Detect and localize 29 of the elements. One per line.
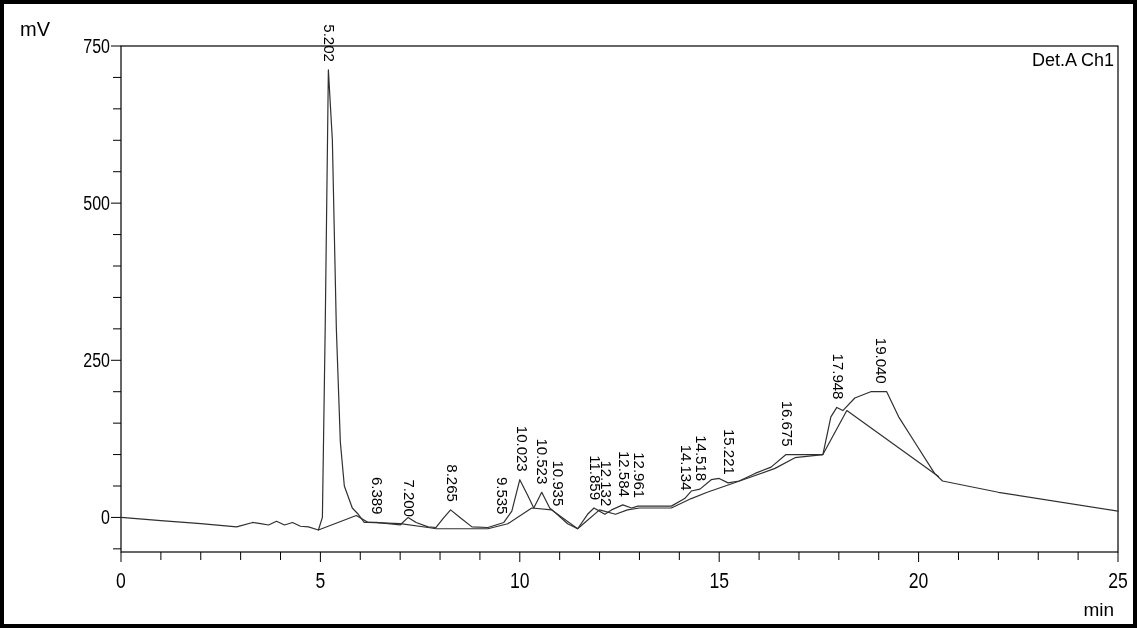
y-tick-label: 500 (83, 192, 110, 215)
x-tick-label: 20 (908, 568, 929, 593)
annotation: 14.518 (693, 435, 711, 482)
x-tick-label: 0 (116, 568, 126, 593)
annotation: 12.584 (615, 450, 633, 497)
annotation: 5.202 (321, 24, 339, 62)
annotation: 17.948 (829, 353, 847, 400)
x-axis-title: min (1083, 599, 1114, 620)
y-tick-label: 250 (83, 349, 110, 372)
annotation: 14.134 (677, 444, 695, 491)
x-tick-label: 25 (1108, 568, 1128, 593)
annotation: 8.265 (443, 464, 461, 502)
y-axis-title: mV (20, 18, 51, 40)
x-tick-label: 15 (709, 568, 729, 593)
annotation: 19.040 (873, 337, 891, 384)
y-tick-label: 0 (101, 506, 110, 529)
x-tick-label: 10 (510, 568, 530, 593)
x-tick-label: 5 (315, 568, 326, 593)
annotation: 9.535 (494, 476, 512, 515)
annotation: 10.523 (533, 438, 551, 485)
annotation: Det.A Ch1 (1031, 50, 1114, 70)
annotation: 12.961 (630, 452, 648, 499)
annotation: 10.935 (550, 460, 568, 507)
annotation: 15.221 (721, 428, 739, 475)
annotation: 7.200 (401, 479, 419, 517)
annotation: 10.023 (513, 425, 531, 472)
annotation: 16.675 (779, 400, 797, 447)
y-tick-label: 750 (83, 35, 110, 58)
annotation: 6.389 (368, 476, 386, 515)
